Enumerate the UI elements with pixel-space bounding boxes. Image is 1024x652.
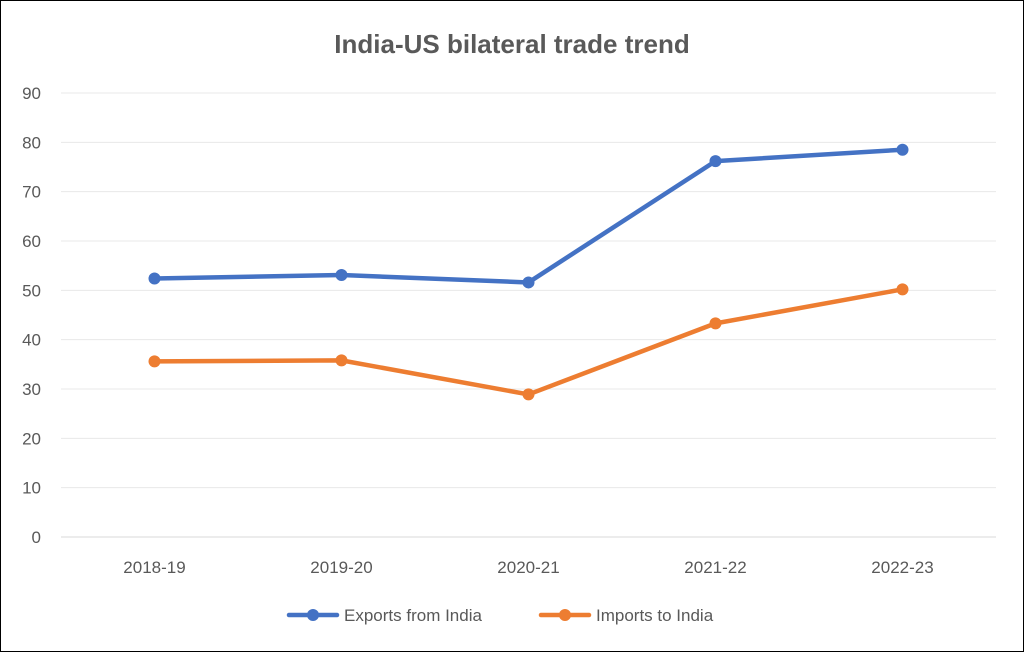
legend: Exports from India Imports to India: [286, 606, 714, 625]
y-tick-label: 80: [22, 133, 41, 152]
y-tick-label: 0: [32, 528, 41, 547]
data-point: [148, 355, 161, 368]
data-point: [522, 276, 535, 289]
data-point: [896, 283, 909, 296]
legend-swatch-marker: [307, 609, 319, 621]
y-tick-label: 30: [22, 380, 41, 399]
x-tick-label: 2020-21: [497, 558, 559, 577]
x-tick-label: 2018-19: [123, 558, 185, 577]
x-tick-label: 2019-20: [310, 558, 372, 577]
series-group: [148, 143, 909, 401]
y-axis-ticks: 0 10 20 30 40 50 60 70 80 90: [22, 84, 41, 547]
data-point: [335, 269, 348, 282]
series-line: [152, 147, 905, 285]
series-line: [152, 287, 905, 397]
y-tick-label: 50: [22, 281, 41, 300]
data-point: [709, 317, 722, 330]
data-point: [148, 272, 161, 285]
x-tick-label: 2022-23: [871, 558, 933, 577]
legend-label: Exports from India: [344, 606, 482, 625]
data-point: [522, 388, 535, 401]
data-point: [896, 143, 909, 156]
y-tick-label: 10: [22, 479, 41, 498]
y-tick-label: 40: [22, 331, 41, 350]
y-tick-label: 60: [22, 232, 41, 251]
legend-label: Imports to India: [596, 606, 714, 625]
legend-swatch-marker: [559, 609, 571, 621]
data-point: [709, 155, 722, 168]
y-tick-label: 70: [22, 183, 41, 202]
y-tick-label: 90: [22, 84, 41, 103]
chart-title: India-US bilateral trade trend: [334, 29, 689, 59]
gridlines: [61, 92, 996, 538]
x-tick-label: 2021-22: [684, 558, 746, 577]
x-axis-ticks: 2018-19 2019-20 2020-21 2021-22 2022-23: [123, 558, 933, 577]
data-point: [335, 354, 348, 367]
y-tick-label: 20: [22, 429, 41, 448]
